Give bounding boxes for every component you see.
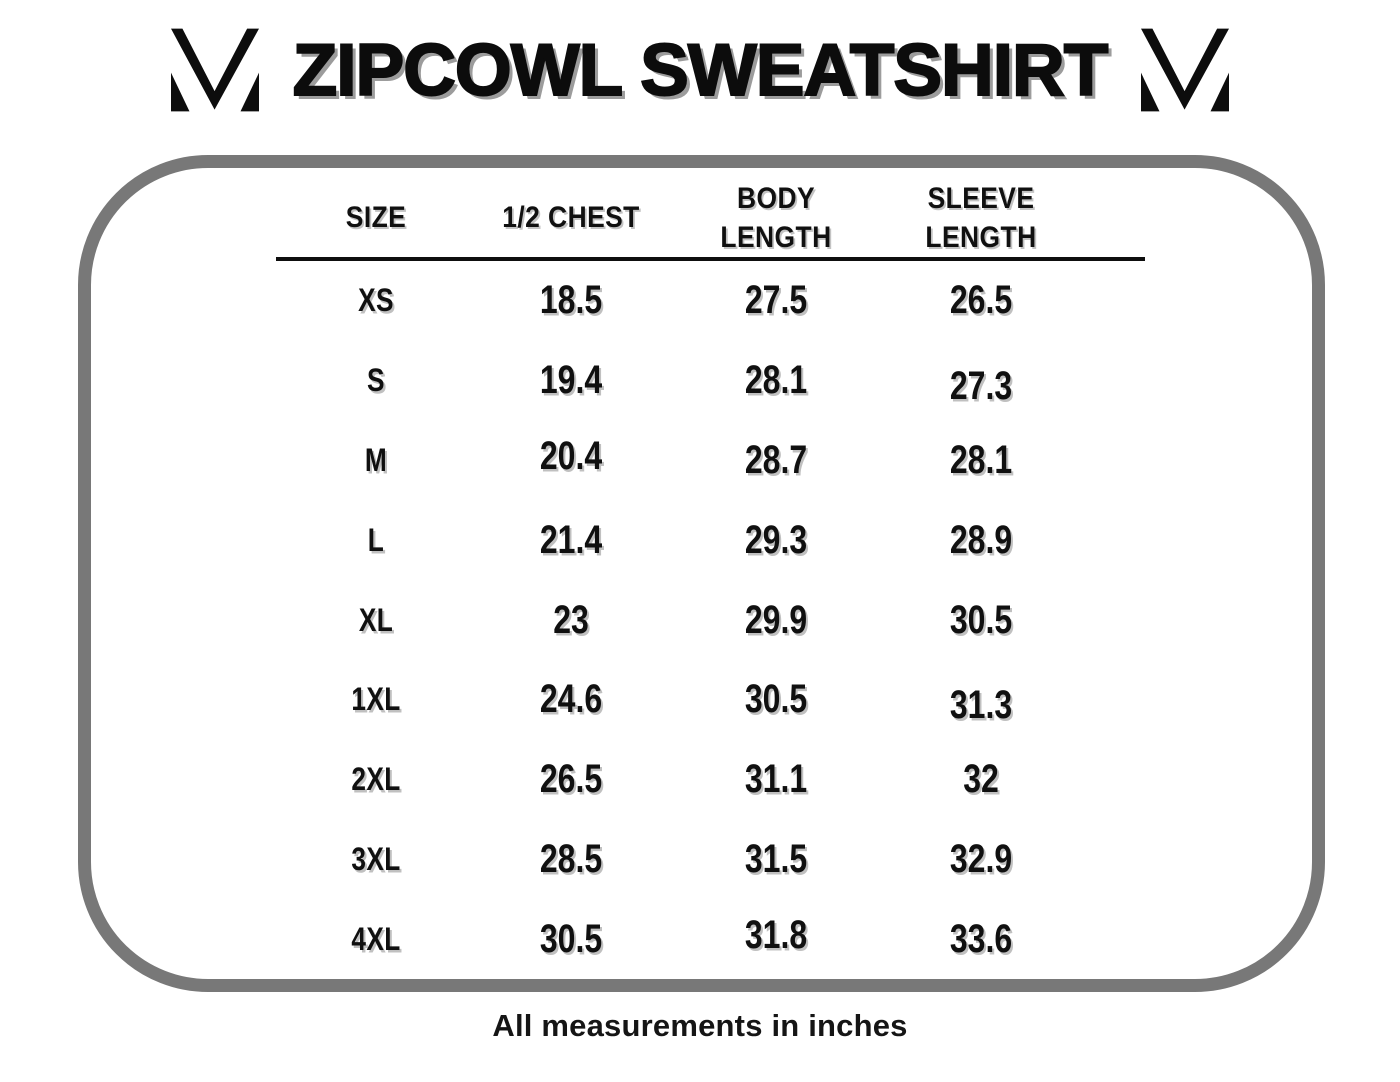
table-body: XS 18.5 27.5 26.5 S 19.4 28.1 27.3 M 20.… <box>276 261 1145 979</box>
table-row-m: M 20.4 28.7 28.1 <box>276 421 1145 501</box>
size-label: XS <box>358 282 394 319</box>
table-header-row: SIZE 1/2 CHEST BODY LENGTH SLEEVE LENGTH <box>276 168 1145 257</box>
table-row-2xl: 2XL 26.5 31.1 32 <box>276 740 1145 820</box>
table-row-3xl: 3XL 28.5 31.5 32.9 <box>276 820 1145 900</box>
size-label: 1XL <box>351 681 401 718</box>
column-header-half-chest: 1/2 CHEST <box>502 201 640 234</box>
brand-logo-left <box>170 28 259 112</box>
table-row-1xl: 1XL 24.6 30.5 31.3 <box>276 660 1145 740</box>
size-label: L <box>367 521 385 558</box>
size-table: SIZE 1/2 CHEST BODY LENGTH SLEEVE LENGTH… <box>276 168 1145 979</box>
sleeve-length-value: 31.3 <box>949 683 1013 728</box>
size-label: S <box>367 362 385 399</box>
sleeve-length-value: 28.1 <box>949 437 1013 482</box>
sleeve-length-value: 28.9 <box>949 517 1013 562</box>
table-row-4xl: 4XL 30.5 31.8 33.6 <box>276 899 1145 979</box>
body-length-value: 30.5 <box>744 677 808 722</box>
header-divider <box>276 257 1145 261</box>
sleeve-length-value: 26.5 <box>949 278 1013 323</box>
sleeve-length-value: 33.6 <box>949 916 1013 961</box>
body-length-value: 31.1 <box>744 757 808 802</box>
brand-monogram-icon <box>170 28 259 112</box>
half-chest-value: 24.6 <box>539 677 603 722</box>
column-header-size: SIZE <box>345 201 407 234</box>
body-length-value: 31.5 <box>744 836 808 881</box>
size-label: 2XL <box>351 761 401 798</box>
half-chest-value: 18.5 <box>539 278 603 323</box>
sleeve-length-value: 27.3 <box>949 364 1013 409</box>
brand-logo-right <box>1141 28 1230 112</box>
body-length-value: 27.5 <box>744 278 808 323</box>
half-chest-value: 28.5 <box>539 836 603 881</box>
size-label: 3XL <box>351 840 401 877</box>
half-chest-value: 26.5 <box>539 757 603 802</box>
half-chest-value: 19.4 <box>539 358 603 403</box>
body-length-value: 31.8 <box>744 912 808 957</box>
body-length-value: 29.9 <box>744 597 808 642</box>
page-title: ZIPCOWL SWEATSHIRT <box>292 29 1110 112</box>
header: ZIPCOWL SWEATSHIRT <box>0 14 1400 126</box>
sleeve-length-value: 32 <box>963 757 999 802</box>
sleeve-length-value: 32.9 <box>949 836 1013 881</box>
size-chart-frame: SIZE 1/2 CHEST BODY LENGTH SLEEVE LENGTH… <box>78 155 1325 992</box>
footnote: All measurements in inches <box>492 1008 908 1043</box>
table-row-s: S 19.4 28.1 27.3 <box>276 341 1145 421</box>
sleeve-length-value: 30.5 <box>949 597 1013 642</box>
body-length-value: 28.1 <box>744 358 808 403</box>
size-label: 4XL <box>351 920 401 957</box>
size-label: XL <box>358 601 394 638</box>
body-length-value: 28.7 <box>744 437 808 482</box>
half-chest-value: 20.4 <box>539 433 603 478</box>
column-header-sleeve-length: SLEEVE LENGTH <box>925 181 1037 254</box>
brand-monogram-icon <box>1141 28 1230 112</box>
table-row-xs: XS 18.5 27.5 26.5 <box>276 261 1145 341</box>
half-chest-value: 21.4 <box>539 517 603 562</box>
half-chest-value: 23 <box>553 597 589 642</box>
column-header-body-length: BODY LENGTH <box>720 181 832 254</box>
body-length-value: 29.3 <box>744 517 808 562</box>
size-label: M <box>364 441 388 478</box>
half-chest-value: 30.5 <box>539 916 603 961</box>
table-row-l: L 21.4 29.3 28.9 <box>276 500 1145 580</box>
table-row-xl: XL 23 29.9 30.5 <box>276 580 1145 660</box>
